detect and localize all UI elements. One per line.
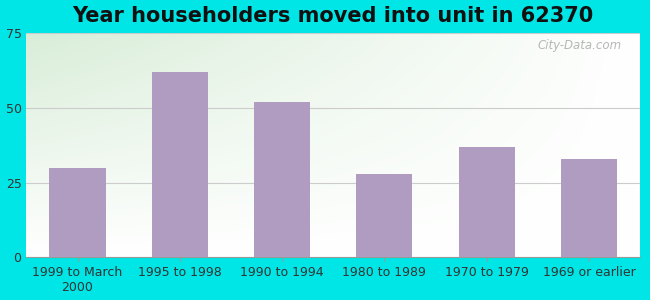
Bar — [49, 167, 106, 257]
Bar — [254, 102, 310, 257]
Bar — [356, 173, 413, 257]
Title: Year householders moved into unit in 62370: Year householders moved into unit in 623… — [73, 6, 594, 26]
Bar — [458, 146, 515, 257]
Text: City-Data.com: City-Data.com — [538, 39, 621, 52]
Bar — [561, 158, 617, 257]
Bar — [151, 72, 208, 257]
